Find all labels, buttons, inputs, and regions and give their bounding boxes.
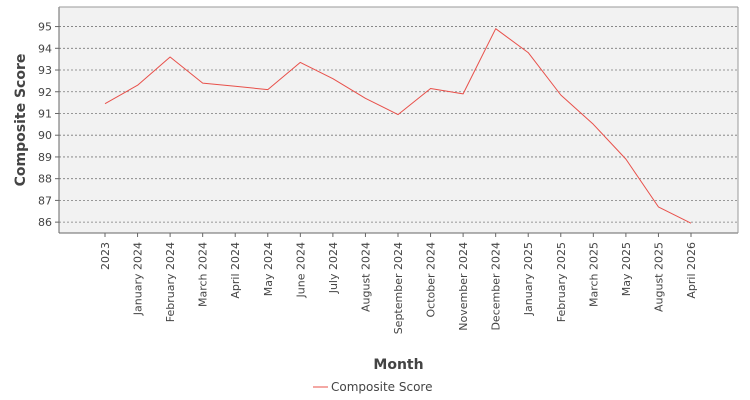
data-point — [397, 113, 400, 116]
x-tick-label: May 2025 — [620, 242, 633, 296]
data-point — [364, 97, 367, 100]
plot-area — [59, 7, 738, 233]
data-point — [462, 92, 465, 95]
data-point — [494, 27, 497, 30]
data-point — [201, 82, 204, 85]
y-tick-label: 87 — [38, 194, 52, 207]
data-point — [429, 87, 432, 90]
series-lines — [104, 27, 693, 225]
data-point — [299, 61, 302, 64]
data-point — [331, 77, 334, 80]
y-tick-label: 91 — [38, 107, 52, 120]
legend: Composite Score — [313, 380, 432, 394]
x-tick-label: March 2025 — [587, 242, 600, 307]
x-tick-label: October 2024 — [425, 242, 438, 318]
x-tick-label: January 2024 — [132, 242, 145, 316]
y-tick-label: 92 — [38, 86, 52, 99]
data-point — [690, 222, 693, 225]
x-tick-label: June 2024 — [294, 242, 307, 298]
y-tick-label: 93 — [38, 64, 52, 77]
y-tick-label: 90 — [38, 129, 52, 142]
data-point — [624, 158, 627, 161]
x-tick-label: July 2024 — [327, 242, 340, 294]
x-tick-label: January 2025 — [522, 242, 535, 316]
data-point — [136, 84, 139, 87]
data-point — [234, 85, 237, 88]
data-point — [266, 88, 269, 91]
y-tick-label: 95 — [38, 21, 52, 34]
x-axis-ticks: 2023 January 2024 February 2024 March 2024 A… — [99, 233, 698, 334]
data-point — [169, 55, 172, 58]
y-tick-label: 94 — [38, 42, 52, 55]
y-tick-label: 86 — [38, 216, 52, 229]
legend-label: Composite Score — [331, 380, 432, 394]
x-tick-label: February 2025 — [555, 242, 568, 322]
data-point — [527, 51, 530, 54]
x-tick-label: 2023 — [99, 242, 112, 270]
y-tick-label: 89 — [38, 151, 52, 164]
y-axis-title: Composite Score — [13, 54, 29, 187]
x-tick-label: April 2024 — [229, 242, 242, 299]
x-tick-label: May 2024 — [262, 242, 275, 296]
x-tick-label: December 2024 — [490, 242, 503, 331]
data-point — [592, 123, 595, 126]
x-tick-label: August 2024 — [359, 242, 372, 312]
data-point — [559, 94, 562, 97]
x-tick-label: April 2026 — [685, 242, 698, 299]
gridlines — [59, 26, 738, 223]
x-axis-title: Month — [373, 357, 423, 373]
x-tick-label: August 2025 — [652, 242, 665, 312]
x-tick-label: September 2024 — [392, 242, 405, 334]
y-axis-ticks: 86 87 88 89 90 91 92 93 94 95 — [38, 21, 59, 229]
x-tick-label: November 2024 — [457, 242, 470, 331]
data-point — [104, 102, 107, 105]
series-line — [104, 28, 692, 224]
x-tick-label: March 2024 — [197, 242, 210, 307]
data-point — [657, 205, 660, 208]
y-tick-label: 88 — [38, 173, 52, 186]
x-tick-label: February 2024 — [164, 242, 177, 322]
